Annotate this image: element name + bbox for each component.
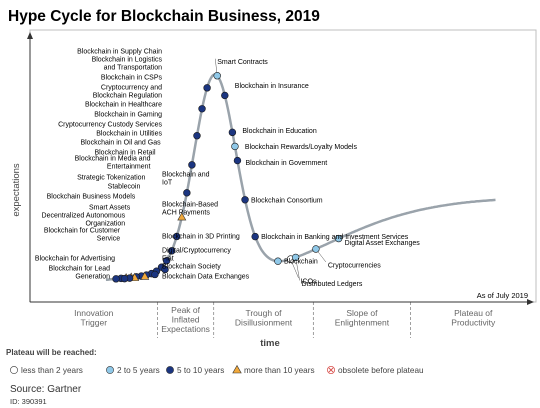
technology-marker: [203, 84, 211, 92]
technology-label: Blockchain Rewards/Loyalty Models: [245, 144, 358, 151]
phase-label: Plateau of Productivity: [451, 308, 496, 328]
technology-marker: [167, 247, 176, 255]
technology-marker: [213, 72, 221, 80]
technology-label: Blockchain in Gaming: [94, 112, 162, 119]
technology-markers: [112, 72, 343, 283]
legend-circle-icon: [106, 366, 114, 374]
technology-marker: [291, 253, 300, 262]
technology-label: ICOs: [301, 279, 317, 286]
technology-label: Blockchain in Education: [242, 128, 316, 135]
document-id: ID: 390391: [10, 397, 47, 406]
technology-marker: [241, 196, 249, 204]
as-of-date: As of July 2019: [476, 291, 528, 300]
legend-circle-icon: [166, 366, 174, 374]
technology-marker: [334, 234, 343, 243]
technology-label: Blockchain in Logistics and Transportatio…: [92, 57, 163, 72]
technology-label: Stablecoin: [108, 184, 141, 191]
axes: expectations time: [11, 32, 534, 349]
legend-triangle-icon: [232, 364, 242, 374]
technology-marker: [221, 91, 229, 100]
technology-label: Blockchain Data Exchanges: [162, 274, 250, 281]
technology-label: Blockchain in Insurance: [235, 83, 309, 90]
technology-label: Blockchain in 3D Printing: [162, 234, 240, 241]
legend-label: less than 2 years: [21, 366, 83, 375]
technology-marker: [251, 232, 259, 241]
technology-label: Smart Contracts: [217, 59, 268, 66]
technology-marker: [120, 274, 129, 283]
technology-marker: [151, 270, 159, 279]
technology-label: Blockchain in Retail: [94, 150, 156, 157]
technology-label: Blockchain in Banking and Investment Ser…: [261, 234, 409, 241]
technology-marker: [188, 161, 196, 169]
legend-label: obsolete before plateau: [338, 366, 424, 375]
technology-marker: [162, 257, 171, 265]
legend-label: more than 10 years: [244, 366, 315, 375]
technology-marker: [233, 156, 242, 165]
technology-label: Blockchain in Utilities: [96, 131, 162, 138]
technology-label: Cryptocurrency Custody Services: [58, 122, 162, 129]
legend-markers: less than 2 years 2 to 5 years 5 to 10 yea…: [10, 364, 424, 375]
legend-circle-icon: [10, 366, 18, 374]
technology-label: Blockchain Society: [162, 264, 221, 271]
technology-label: Digital/Cryptocurrency Fiat: [162, 248, 231, 263]
chart-title: Hype Cycle for Blockchain Business, 2019: [8, 8, 320, 25]
technology-label: Blockchain for Customer Service: [44, 228, 121, 243]
y-axis-arrow: [27, 32, 33, 39]
technology-label: Distributed Ledgers: [302, 281, 363, 288]
technology-label: Cryptocurrency and Blockchain Regulation: [93, 85, 162, 100]
phase-label: Slope of Enlightenment: [335, 308, 390, 328]
technology-marker: [173, 232, 181, 241]
technology-label: Cryptocurrencies: [328, 262, 381, 269]
technology-label: Blockchain in Supply Chain: [77, 49, 162, 56]
technology-marker: [161, 265, 169, 274]
legend-title: Plateau will be reached:: [6, 348, 97, 357]
technology-marker: [312, 245, 320, 253]
technology-marker: [231, 142, 239, 151]
phase-label: Peak of Inflated Expectations: [161, 305, 210, 334]
technology-label: Strategic Tokenization: [77, 175, 145, 182]
technology-label: Smart Assets: [89, 205, 131, 212]
technology-label: Decentralized Autonomous Organization: [42, 213, 126, 228]
technology-marker: [228, 128, 237, 137]
x-axis-arrow: [527, 299, 534, 305]
source-note: Source: Gartner: [10, 384, 82, 395]
technology-label: Blockchain: [284, 259, 318, 266]
technology-marker: [140, 271, 150, 280]
technology-marker: [274, 257, 282, 265]
legend-label: 5 to 10 years: [177, 366, 224, 375]
technology-label: Blockchain in Government: [245, 160, 327, 167]
technology-marker: [183, 189, 191, 197]
technology-marker: [193, 132, 201, 140]
leader-lines: [214, 58, 327, 281]
technology-label: Blockchain Business Models: [47, 194, 136, 201]
technology-marker: [177, 212, 187, 221]
y-axis-label: expectations: [11, 163, 22, 217]
leader-line: [295, 257, 300, 281]
technology-label: Blockchain for Advertising: [35, 256, 115, 263]
phase-labels: Innovation Trigger Peak of Inflated Expectat…: [74, 305, 496, 334]
technology-label: Blockchain in CSPs: [101, 75, 163, 82]
phase-label: Trough of Disillusionment: [235, 308, 293, 328]
technology-label: Blockchain and IoT: [162, 172, 210, 187]
technology-marker: [112, 275, 120, 283]
technology-label: Blockchain in Oil and Gas: [80, 140, 161, 147]
technology-label: Blockchain for Lead Generation: [49, 266, 111, 281]
technology-label: Blockchain-Based ACH Payments: [162, 202, 218, 217]
technology-label: Blockchain Consortium: [251, 197, 323, 204]
legend-label: 2 to 5 years: [117, 366, 160, 375]
technology-label: Blockchain in Media and Entertainment: [75, 156, 151, 171]
x-axis-label: time: [260, 338, 280, 349]
technology-label: Blockchain in Healthcare: [85, 102, 162, 109]
technology-marker: [198, 105, 206, 113]
legend-obsolete-x: [328, 367, 334, 373]
phase-label: Innovation Trigger: [74, 308, 113, 328]
technology-label: Digital Asset Exchanges: [345, 240, 421, 247]
